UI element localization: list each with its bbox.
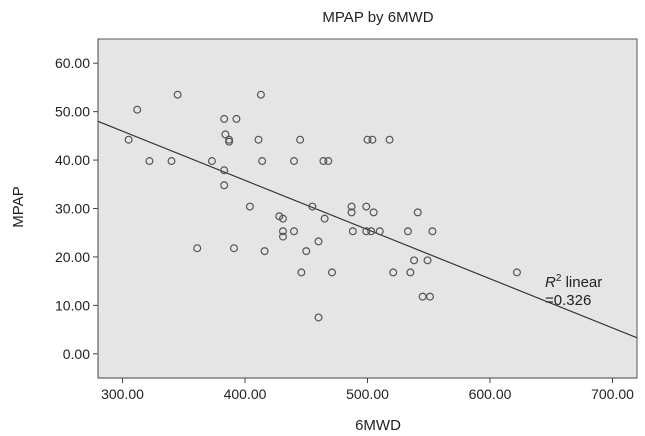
data-point <box>324 157 333 166</box>
x-tick-label: 700.00 <box>591 386 634 402</box>
data-point <box>220 181 229 190</box>
x-tick-label: 500.00 <box>346 386 389 402</box>
data-point <box>512 268 521 277</box>
plot-area <box>97 38 638 379</box>
data-point <box>403 227 412 236</box>
data-point <box>256 90 265 99</box>
data-point <box>369 208 378 217</box>
data-point <box>362 227 371 236</box>
data-point <box>406 268 415 277</box>
y-tick-label: 60.00 <box>55 55 90 71</box>
data-point <box>145 157 154 166</box>
data-point <box>297 268 306 277</box>
data-point <box>320 214 329 223</box>
data-point <box>425 292 434 301</box>
r-squared-superscript: 2 <box>556 273 562 284</box>
data-point <box>173 90 182 99</box>
data-point <box>193 244 202 253</box>
x-axis-title: 6MWD <box>355 417 401 434</box>
data-point <box>232 114 241 123</box>
data-point <box>413 208 422 217</box>
data-point <box>258 157 267 166</box>
x-tick-label: 400.00 <box>224 386 267 402</box>
data-point <box>410 256 419 265</box>
data-point <box>389 268 398 277</box>
data-point <box>133 105 142 114</box>
data-point <box>428 227 437 236</box>
r-squared-label: R2 linear <box>545 273 602 291</box>
data-point <box>278 214 287 223</box>
data-point <box>229 244 238 253</box>
chart-title: MPAP by 6MWD <box>322 9 433 26</box>
data-point <box>245 202 254 211</box>
data-point <box>220 114 229 123</box>
data-point <box>278 232 287 241</box>
data-point <box>363 135 372 144</box>
data-point <box>220 166 229 175</box>
data-point <box>225 137 234 146</box>
data-point <box>207 157 216 166</box>
data-point <box>124 135 133 144</box>
data-point <box>260 247 269 256</box>
y-tick-label: 20.00 <box>55 249 90 265</box>
data-point <box>375 227 384 236</box>
data-point <box>347 202 356 211</box>
fit-line <box>97 120 638 339</box>
data-point <box>254 135 263 144</box>
data-point <box>385 135 394 144</box>
data-point <box>296 135 305 144</box>
data-point <box>308 202 317 211</box>
y-tick-label: 0.00 <box>63 346 90 362</box>
data-point <box>327 268 336 277</box>
r-squared-linear-text: linear <box>561 274 602 291</box>
data-point <box>314 237 323 246</box>
data-point <box>367 227 376 236</box>
data-point <box>302 247 311 256</box>
data-point <box>423 256 432 265</box>
y-tick-label: 50.00 <box>55 104 90 120</box>
data-point <box>290 157 299 166</box>
data-point <box>319 157 328 166</box>
data-point <box>368 135 377 144</box>
data-point <box>348 227 357 236</box>
data-point <box>290 227 299 236</box>
chart-marks <box>97 90 638 339</box>
chart-axes: 300.00 400.00 500.00 600.00 700.00 0.00 10.00 2… <box>55 39 637 402</box>
r-squared-value: =0.326 <box>545 292 591 309</box>
data-point <box>167 157 176 166</box>
data-point <box>278 227 287 236</box>
y-tick-label: 10.00 <box>55 297 90 313</box>
y-tick-label: 40.00 <box>55 152 90 168</box>
r-squared-symbol: R <box>545 274 556 291</box>
data-point <box>362 202 371 211</box>
x-tick-label: 300.00 <box>101 386 144 402</box>
data-point <box>314 313 323 322</box>
y-axis-title: MPAP <box>10 186 27 227</box>
data-point <box>221 130 230 139</box>
data-point <box>347 208 356 217</box>
y-tick-label: 30.00 <box>55 201 90 217</box>
x-tick-label: 600.00 <box>469 386 512 402</box>
